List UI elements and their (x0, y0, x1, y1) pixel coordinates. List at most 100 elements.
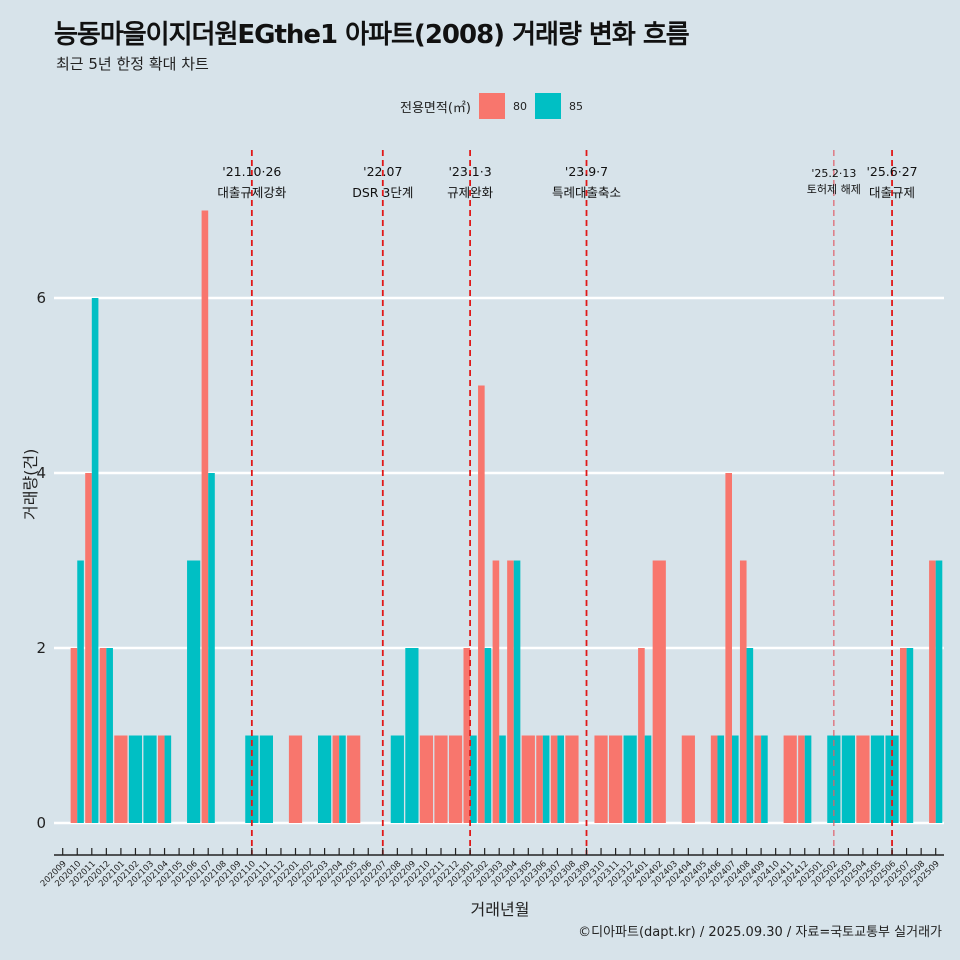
bar-85-202106 (187, 560, 201, 823)
bar-80-202104 (157, 735, 165, 823)
y-axis: 0 2 4 6 (36, 289, 46, 832)
bar-85-202203 (318, 735, 332, 823)
bar-80-202304 (507, 560, 514, 823)
bar-80-202107 (201, 210, 209, 823)
bar-80-202205 (347, 735, 361, 823)
bar-85-202208 (390, 735, 404, 823)
bar-85-202503 (841, 735, 855, 823)
y-tick-label: 4 (36, 464, 46, 482)
bar-80-202408 (739, 560, 747, 823)
legend-swatch-80 (478, 93, 505, 119)
bar-85-202401 (644, 735, 652, 823)
bar-85-202409 (761, 735, 768, 823)
y-tick-label: 0 (36, 814, 46, 832)
bar-80-202305 (521, 735, 535, 823)
bar-80-202012 (99, 648, 107, 823)
event-label: 대출규제강화 (217, 185, 287, 200)
bar-85-202103 (143, 735, 157, 823)
bar-85-202505 (870, 735, 885, 823)
bar-85-202307 (557, 735, 564, 823)
legend-swatch-85 (534, 93, 561, 119)
bar-85-202204 (339, 735, 346, 823)
event-lines (250, 150, 893, 855)
bar-80-202302 (478, 385, 485, 823)
bar-85-202304 (513, 560, 521, 823)
event-date: '25.2·13 (811, 167, 856, 180)
bar-80-202303 (492, 560, 500, 823)
bar-80-202402 (652, 560, 666, 823)
legend-label-80: 80 (512, 99, 527, 113)
bar-80-202310 (594, 735, 608, 823)
bar-80-202509 (929, 560, 936, 823)
chart-title: 능동마을이지더원EGthe1 아파트(2008) 거래량 변화 흐름 (54, 20, 690, 50)
bar-80-202210 (419, 735, 434, 823)
bar-85-202506 (885, 735, 899, 823)
bar-85-202302 (484, 648, 492, 823)
bar-80-202201 (288, 735, 303, 823)
bar-80-202308 (565, 735, 579, 823)
bars (70, 210, 943, 823)
bar-85-202502 (827, 735, 841, 823)
bar-80-202407 (725, 473, 732, 823)
caption: ©디아파트(dapt.kr) / 2025.09.30 / 자료=국토교통부 실… (578, 925, 942, 940)
event-date: '23.1·3 (448, 164, 491, 179)
bar-80-202401 (638, 648, 645, 823)
event-label: 대출규제 (869, 185, 915, 200)
bar-85-202107 (208, 473, 215, 823)
y-tick-label: 2 (36, 639, 46, 657)
event-date: '22.07 (363, 164, 402, 179)
bar-85-202412 (804, 735, 812, 823)
bar-80-202204 (332, 735, 340, 823)
x-axis: 2020092020102020112020122021012021022021… (39, 848, 944, 889)
event-date: '21.10·26 (222, 164, 281, 179)
bar-85-202102 (128, 735, 143, 823)
bar-85-202303 (499, 735, 506, 823)
bar-85-202010 (77, 560, 84, 823)
bar-85-202507 (906, 648, 914, 823)
event-date: '23.9·7 (565, 164, 608, 179)
legend-label-85: 85 (568, 99, 583, 113)
bar-80-202011 (85, 473, 92, 823)
y-axis-label: 거래량(건) (21, 448, 40, 520)
bar-85-202111 (259, 735, 273, 823)
bar-85-202301 (470, 735, 477, 823)
bar-80-202311 (609, 735, 623, 823)
event-label: 특례대출축소 (552, 185, 621, 200)
bar-80-202101 (114, 735, 128, 823)
bar-80-202412 (798, 735, 805, 823)
bar-85-202209 (405, 648, 419, 823)
bar-85-202104 (164, 735, 172, 823)
bar-85-202312 (623, 735, 637, 823)
event-label: DSR 3단계 (352, 185, 413, 200)
bar-85-202012 (106, 648, 113, 823)
bar-80-202301 (463, 648, 471, 823)
bar-80-202406 (710, 735, 718, 823)
bar-85-202509 (935, 560, 943, 823)
bar-85-202011 (91, 298, 99, 823)
bar-85-202110 (245, 735, 259, 823)
bar-80-202307 (550, 735, 558, 823)
event-date: '25.6·27 (866, 164, 917, 179)
legend: 전용면적(㎡) 80 85 (400, 93, 591, 119)
bar-80-202306 (536, 735, 543, 823)
x-axis-label: 거래년월 (470, 900, 530, 919)
bar-80-202010 (70, 648, 78, 823)
bar-85-202406 (717, 735, 725, 823)
bar-80-202411 (783, 735, 797, 823)
event-label: 규제완화 (447, 185, 494, 200)
event-annotations: '21.10·26 대출규제강화 '22.07 DSR 3단계 '23.1·3 규제완화 '… (217, 164, 917, 200)
bar-80-202409 (754, 735, 762, 823)
event-label: 토허제 해제 (807, 182, 861, 196)
bar-80-202212 (448, 735, 463, 823)
bar-85-202306 (542, 735, 550, 823)
bar-85-202407 (732, 735, 739, 823)
bar-85-202408 (746, 648, 754, 823)
bar-80-202211 (434, 735, 448, 823)
y-tick-label: 6 (36, 289, 46, 307)
chart-subtitle: 최근 5년 한정 확대 차트 (56, 55, 209, 73)
bar-80-202507 (900, 648, 907, 823)
bar-80-202404 (681, 735, 695, 823)
bar-80-202504 (856, 735, 870, 823)
legend-title: 전용면적(㎡) (400, 100, 471, 116)
